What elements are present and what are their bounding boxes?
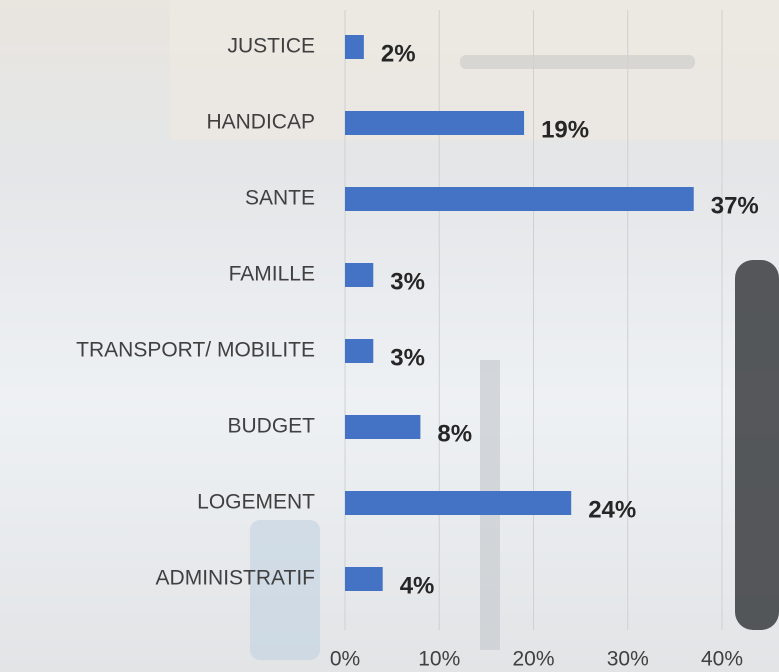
bar <box>345 567 383 591</box>
x-tick-label: 20% <box>512 648 554 671</box>
value-label: 2% <box>381 40 416 67</box>
bar <box>345 339 374 363</box>
x-tick-label: 10% <box>418 648 460 671</box>
bar <box>345 35 364 59</box>
y-tick-label: BUDGET <box>227 415 315 438</box>
x-tick-label: 30% <box>607 648 649 671</box>
y-tick-label: JUSTICE <box>227 35 315 58</box>
value-label: 37% <box>711 192 759 219</box>
y-tick-label: TRANSPORT/ MOBILITE <box>76 339 315 362</box>
value-label: 4% <box>400 572 435 599</box>
value-label: 3% <box>390 344 425 371</box>
bar <box>345 491 572 515</box>
bar <box>345 111 525 135</box>
y-tick-label: FAMILLE <box>229 263 315 286</box>
bar <box>345 263 374 287</box>
bottle <box>250 520 320 660</box>
value-label: 3% <box>390 268 425 295</box>
value-label: 8% <box>437 420 472 447</box>
bar <box>345 415 421 439</box>
x-tick-label: 40% <box>701 648 743 671</box>
appliance <box>735 260 779 630</box>
bar <box>345 187 694 211</box>
y-tick-label: LOGEMENT <box>197 491 315 514</box>
value-label: 24% <box>588 496 636 523</box>
handle <box>460 55 695 69</box>
y-tick-label: SANTE <box>245 187 315 210</box>
value-label: 19% <box>541 116 589 143</box>
y-tick-label: ADMINISTRATIF <box>156 567 315 590</box>
x-tick-label: 0% <box>330 648 360 671</box>
y-tick-label: HANDICAP <box>206 111 315 134</box>
